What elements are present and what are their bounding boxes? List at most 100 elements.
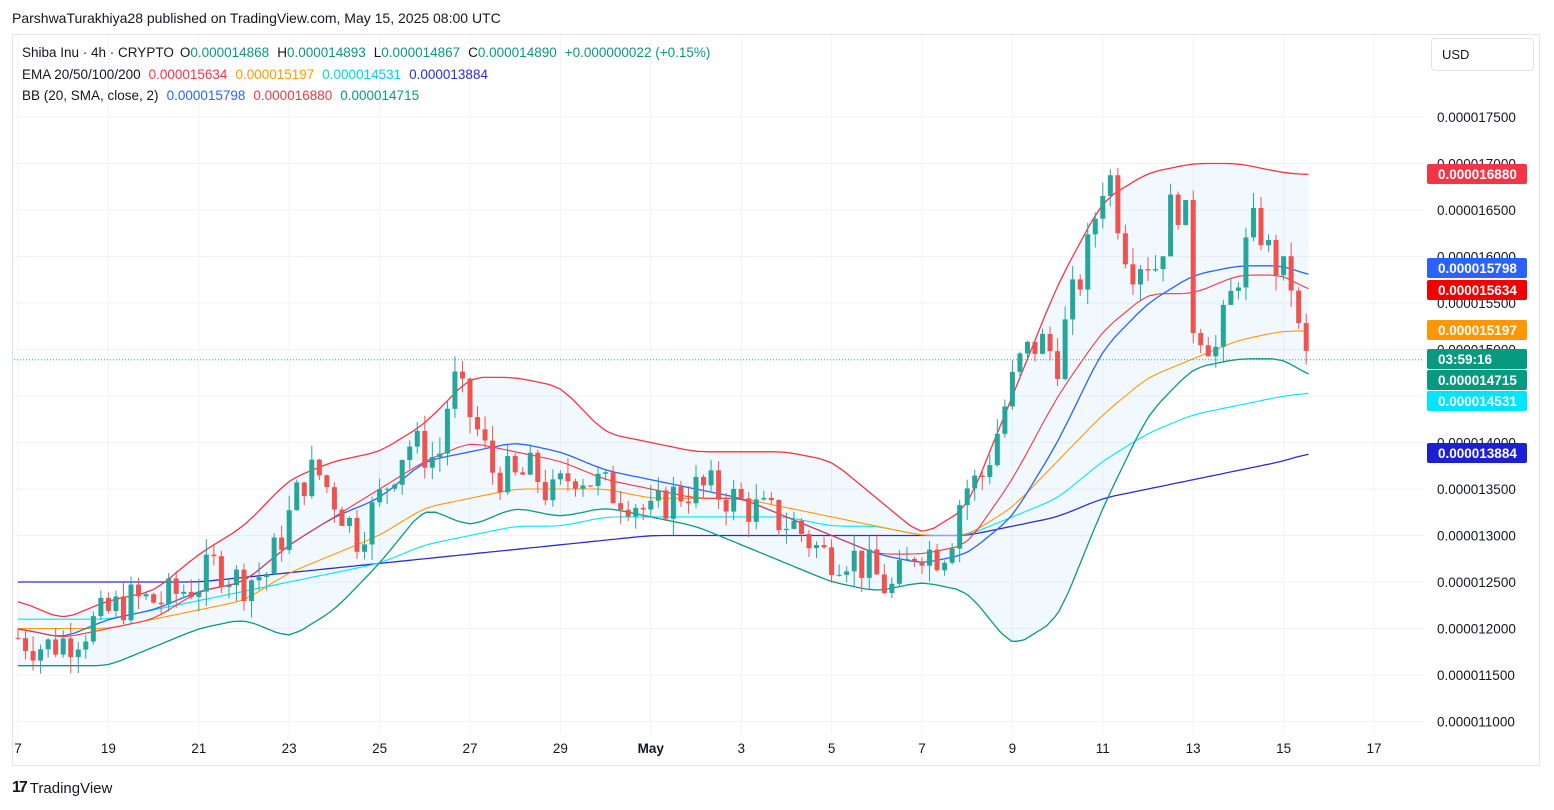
price-badge-bg	[1427, 258, 1527, 278]
candle-body	[814, 544, 820, 549]
candle-body	[1205, 345, 1211, 357]
high-label: H	[277, 45, 287, 60]
candle-body	[399, 460, 405, 485]
ema20-value: 0.000015634	[148, 67, 228, 82]
candle-body	[1258, 207, 1264, 246]
candle-body	[331, 487, 337, 510]
candle-body	[580, 485, 586, 489]
price-badge[interactable]: 0.000015798	[1427, 258, 1527, 278]
candle-body	[1009, 371, 1015, 407]
candle-body	[708, 470, 714, 486]
series-line-bb-upper	[17, 162, 1309, 618]
candle-body	[279, 537, 285, 550]
ema200-value: 0.000013884	[409, 67, 488, 82]
x-tick-label: 5	[828, 741, 836, 756]
price-badge-text: 0.000015634	[1438, 283, 1517, 298]
candle-body	[482, 429, 488, 441]
price-badge-bg	[1427, 443, 1527, 463]
candle-body	[588, 485, 594, 487]
candle-body	[256, 577, 262, 581]
price-badge[interactable]: 0.000015634	[1427, 280, 1527, 300]
candle-body	[987, 465, 993, 478]
candle-body	[120, 596, 126, 621]
candle-body	[994, 433, 1000, 466]
candle-body	[90, 616, 96, 642]
candle-body	[919, 561, 925, 566]
close-label: C	[468, 45, 478, 60]
candle-body	[211, 554, 217, 557]
candle-body	[1160, 256, 1166, 270]
candle-body	[1296, 290, 1302, 324]
candle-body	[896, 560, 902, 584]
candle-body	[821, 544, 827, 548]
price-badge[interactable]: 0.000015197	[1427, 320, 1527, 340]
x-tick-label: 11	[1096, 741, 1110, 756]
chart-frame	[12, 34, 1540, 766]
candle-body	[1002, 406, 1008, 434]
price-badge[interactable]: 0.000014531	[1427, 391, 1527, 411]
ema-legend[interactable]: EMA 20/50/100/200 0.000015634 0.000015197 0…	[22, 67, 496, 82]
candle-body	[83, 641, 89, 650]
candle-body	[1024, 341, 1030, 354]
candle-body	[15, 637, 21, 639]
candle-body	[377, 489, 383, 503]
bb-legend[interactable]: BB (20, SMA, close, 2) 0.000015798 0.00001…	[22, 88, 427, 103]
candle-body	[60, 638, 66, 655]
candle-body	[640, 507, 646, 510]
candle-body	[264, 573, 270, 578]
grid-lines	[14, 36, 1424, 734]
candle-body	[610, 472, 616, 504]
candle-body	[964, 488, 970, 506]
price-badge[interactable]: 03:59:16	[1427, 349, 1527, 369]
currency-button[interactable]: USD	[1431, 38, 1534, 71]
y-tick-label: 0.000017500	[1437, 110, 1516, 125]
candle-body	[851, 550, 857, 572]
candle-body	[746, 498, 752, 522]
x-tick-label: 13	[1186, 741, 1201, 756]
candle-body	[1047, 333, 1053, 352]
candle-body	[30, 651, 36, 661]
candle-body	[934, 549, 940, 571]
candle-body	[927, 549, 933, 566]
price-badge[interactable]: 0.000013884	[1427, 443, 1527, 463]
candle-body	[444, 408, 450, 454]
candle-body	[1070, 279, 1076, 320]
x-tick-label: 7	[918, 741, 926, 756]
candle-body	[972, 475, 978, 489]
price-badge[interactable]: 0.000016880	[1427, 164, 1527, 184]
y-tick-label: 0.000013000	[1437, 529, 1516, 544]
price-badge-bg	[1427, 164, 1527, 184]
candle-body	[1055, 351, 1061, 380]
symbol-label[interactable]: Shiba Inu · 4h · CRYPTO	[22, 45, 174, 60]
candle-body	[625, 509, 631, 517]
candle-body	[761, 497, 767, 500]
candle-body	[520, 472, 526, 475]
candle-body	[1288, 256, 1294, 291]
price-badge-bg	[1427, 349, 1527, 369]
candle-body	[505, 456, 511, 493]
candle-body	[136, 584, 142, 597]
bb-fill	[18, 163, 1309, 666]
x-tick-label: 27	[462, 741, 477, 756]
candle-body	[701, 476, 707, 486]
low-label: L	[373, 45, 382, 60]
ohlc-legend: Shiba Inu · 4h · CRYPTO O0.000014868 H0.00…	[22, 45, 718, 60]
candle-body	[1115, 175, 1121, 234]
candle-body	[829, 547, 835, 576]
candle-body	[753, 499, 759, 522]
bb-title: BB (20, SMA, close, 2)	[22, 88, 159, 103]
candle-body	[1077, 279, 1083, 290]
candle-body	[286, 510, 292, 550]
price-badge[interactable]: 0.000014715	[1427, 370, 1527, 390]
candle-body	[188, 591, 194, 597]
candle-body	[316, 459, 322, 476]
candle-body	[53, 639, 59, 655]
candle-body	[490, 440, 496, 473]
candle-body	[309, 459, 315, 497]
x-tick-label: May	[638, 741, 665, 756]
candle-body	[143, 594, 149, 597]
candle-body	[957, 505, 963, 549]
candle-body	[1092, 218, 1098, 235]
candle-body	[911, 558, 917, 562]
